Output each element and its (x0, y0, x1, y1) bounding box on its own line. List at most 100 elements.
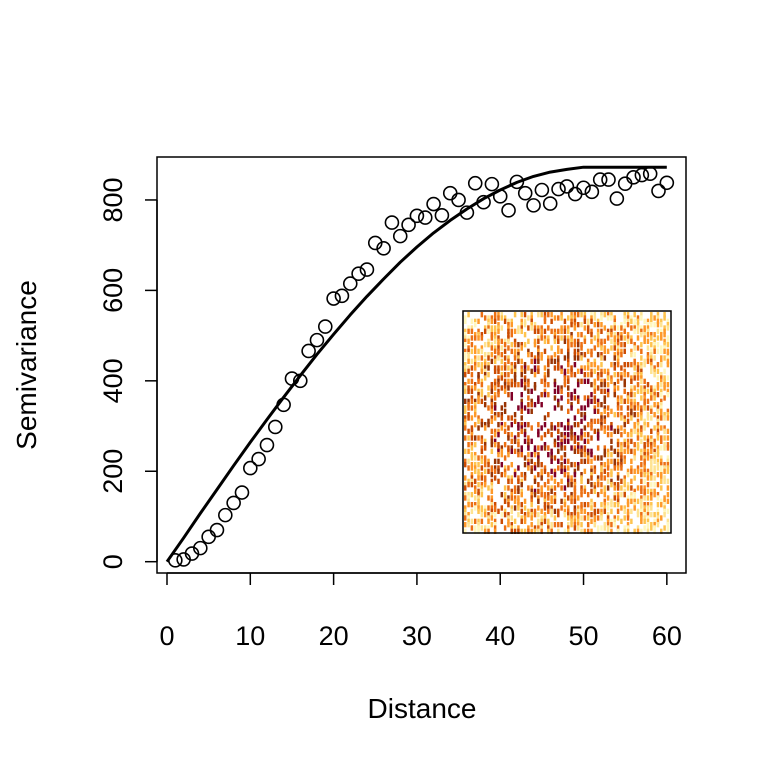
heatmap-cell (653, 372, 656, 378)
heatmap-cell (543, 415, 547, 421)
heatmap-cell (583, 502, 587, 508)
heatmap-cell (523, 332, 527, 338)
heatmap-cell (490, 472, 494, 478)
heatmap-cell (593, 405, 597, 411)
heatmap-cell (610, 432, 613, 438)
heatmap-cell (477, 472, 480, 478)
heatmap-cell (656, 432, 660, 438)
heatmap-cell (464, 338, 467, 344)
heatmap-cell (650, 348, 653, 354)
heatmap-cell (467, 465, 470, 471)
heatmap-cell (467, 415, 470, 421)
heatmap-cell (660, 438, 663, 444)
heatmap-cell (650, 395, 653, 401)
heatmap-cell (533, 475, 537, 481)
heatmap-cell (653, 458, 656, 464)
heatmap-cell (593, 465, 597, 471)
heatmap-cell (663, 442, 666, 448)
heatmap-cell (523, 438, 527, 444)
heatmap-cell (493, 502, 497, 508)
heatmap-cell (470, 415, 474, 421)
heatmap-cell (567, 515, 570, 521)
heatmap-cell (603, 498, 607, 504)
heatmap-cell (530, 508, 533, 514)
heatmap-cell (517, 498, 520, 504)
heatmap-cell (543, 348, 547, 354)
heatmap-cell (493, 325, 497, 331)
heatmap-cell (596, 402, 600, 408)
heatmap-cell (530, 315, 533, 321)
heatmap-cell (630, 468, 633, 474)
heatmap-cell (656, 512, 660, 518)
heatmap-cell (497, 422, 500, 428)
heatmap-cell (590, 352, 593, 358)
heatmap-cell (570, 462, 573, 468)
heatmap-cell (510, 422, 514, 428)
heatmap-cell (500, 512, 504, 518)
heatmap-cell (633, 448, 636, 454)
heatmap-cell (464, 475, 467, 481)
heatmap-cell (646, 345, 650, 351)
heatmap-cell (576, 522, 580, 528)
heatmap-cell (464, 505, 467, 511)
heatmap-cell (630, 398, 633, 404)
data-point (292, 373, 308, 389)
heatmap-cell (477, 518, 480, 524)
heatmap-cell (464, 362, 467, 368)
heatmap-cell (610, 498, 613, 504)
heatmap-cell (623, 315, 626, 321)
heatmap-cell (527, 485, 530, 491)
heatmap-cell (550, 488, 553, 494)
heatmap-cell (630, 315, 633, 321)
heatmap-cell (603, 475, 607, 481)
heatmap-cell (616, 462, 620, 468)
heatmap-cell (656, 322, 660, 328)
heatmap-cell (663, 415, 666, 421)
heatmap-cell (470, 318, 474, 324)
heatmap-cell (593, 315, 597, 321)
heatmap-cell (610, 478, 613, 484)
heatmap-cell (497, 392, 500, 398)
heatmap-cell (653, 455, 656, 461)
heatmap-cell (630, 438, 633, 444)
heatmap-cell (520, 518, 523, 524)
heatmap-cell (606, 432, 610, 438)
heatmap-cell (537, 365, 540, 371)
heatmap-cell (640, 428, 643, 434)
heatmap-cell (570, 395, 573, 401)
heatmap-cell (573, 338, 577, 344)
heatmap-cell (553, 495, 557, 501)
heatmap-cell (646, 398, 650, 404)
heatmap-cell (603, 355, 607, 361)
data-point (476, 194, 491, 210)
heatmap-cell (517, 328, 520, 334)
data-point (317, 319, 333, 334)
heatmap-cell (586, 322, 590, 328)
heatmap-cell (543, 482, 547, 488)
heatmap-cell (510, 342, 514, 348)
heatmap-cell (464, 495, 467, 501)
heatmap-cell (586, 455, 590, 461)
heatmap-cell (487, 505, 490, 511)
heatmap-cell (527, 365, 530, 371)
heatmap-cell (483, 525, 487, 531)
heatmap-cell (547, 368, 550, 374)
heatmap-cell (503, 355, 507, 361)
heatmap-cell (600, 482, 603, 488)
heatmap-cell (590, 422, 593, 428)
heatmap-cell (500, 425, 504, 431)
inset-heatmap-cells (464, 312, 670, 534)
heatmap-cell (643, 442, 646, 448)
heatmap-cell (586, 358, 590, 364)
heatmap-cell (666, 392, 670, 398)
heatmap-cell (473, 525, 477, 531)
heatmap-cell (480, 335, 484, 341)
heatmap-cell (520, 448, 523, 454)
heatmap-cell (613, 372, 617, 378)
heatmap-cell (603, 395, 607, 401)
heatmap-cell (467, 442, 470, 448)
heatmap-cell (650, 315, 653, 321)
heatmap-cell (477, 335, 480, 341)
heatmap-cell (560, 325, 563, 331)
